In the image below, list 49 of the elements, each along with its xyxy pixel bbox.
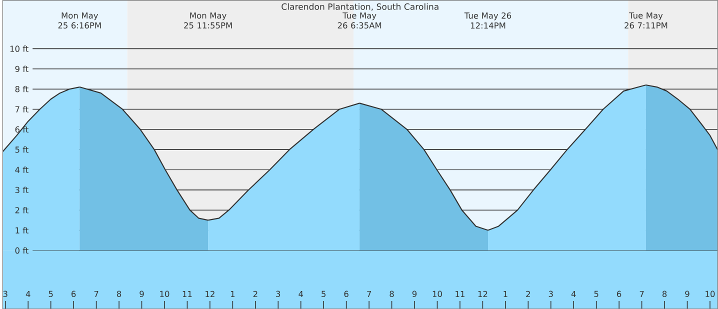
x-tick-label: 8 bbox=[662, 290, 667, 297]
x-tick-label: 8 bbox=[116, 290, 122, 297]
x-tick-label: 6 bbox=[72, 290, 76, 297]
x-tick-label: 1 bbox=[230, 290, 235, 297]
y-tick-label: 4 ft bbox=[15, 166, 28, 173]
chart-title: Clarendon Plantation, South Carolina bbox=[282, 3, 438, 11]
x-tick-label: 8 bbox=[390, 290, 394, 297]
x-tick-label: 12 bbox=[478, 290, 488, 297]
x-tick-label: 6 bbox=[344, 290, 348, 297]
x-tick-label: 4 bbox=[571, 290, 576, 297]
x-tick-label: 3 bbox=[276, 290, 280, 297]
x-tick-label: 3 bbox=[3, 290, 8, 297]
x-tick-label: 5 bbox=[48, 290, 53, 297]
x-tick-label: 7 bbox=[367, 290, 371, 297]
x-tick-label: 5 bbox=[322, 290, 326, 297]
y-tick-label: 8 ft bbox=[15, 86, 28, 92]
x-tick-label: 10 bbox=[160, 290, 170, 297]
x-tick-label: 9 bbox=[140, 290, 144, 297]
x-tick-label: 10 bbox=[432, 290, 442, 297]
x-tick-label: 3 bbox=[548, 290, 553, 297]
y-tick-label: 2 ft bbox=[15, 206, 28, 214]
annotation: Mon May 25 6:16PM bbox=[58, 12, 101, 28]
x-tick-label: 9 bbox=[412, 290, 417, 297]
x-tick-label: 7 bbox=[640, 290, 644, 297]
y-tick-label: 7 ft bbox=[15, 106, 28, 112]
y-tick-label: 1 ft bbox=[16, 226, 28, 234]
x-tick-label: 7 bbox=[94, 290, 98, 297]
annotation: Tue May 26 6:35AM bbox=[338, 12, 382, 28]
y-tick-label: 10 ft bbox=[10, 45, 28, 52]
x-tick-label: 2 bbox=[253, 290, 258, 297]
x-tick-label: 12 bbox=[206, 290, 214, 297]
y-tick-label: 6 ft bbox=[15, 126, 28, 132]
x-tick-label: 1 bbox=[504, 290, 508, 297]
y-tick-label: 5 ft bbox=[15, 146, 28, 153]
x-tick-label: 6 bbox=[617, 290, 622, 297]
annotation: Tue May 26 7:11PM bbox=[624, 12, 668, 28]
x-tick-label: 5 bbox=[594, 290, 598, 297]
y-tick-label: 3 ft bbox=[15, 186, 28, 193]
x-tick-label: 2 bbox=[526, 290, 530, 297]
y-tick-label: 0 ft bbox=[15, 247, 28, 254]
y-tick-label: 9 ft bbox=[15, 66, 28, 72]
annotation: Tue May 26 12:14PM bbox=[464, 12, 512, 28]
annotation: Mon May 25 11:55PM bbox=[184, 12, 232, 28]
x-tick-label: 4 bbox=[26, 290, 30, 297]
x-tick-label: 11 bbox=[182, 290, 192, 297]
x-tick-label: 4 bbox=[298, 290, 304, 297]
x-tick-label: 11 bbox=[456, 290, 464, 297]
x-tick-label: 9 bbox=[685, 290, 690, 297]
x-tick-label: 10 bbox=[706, 290, 715, 297]
